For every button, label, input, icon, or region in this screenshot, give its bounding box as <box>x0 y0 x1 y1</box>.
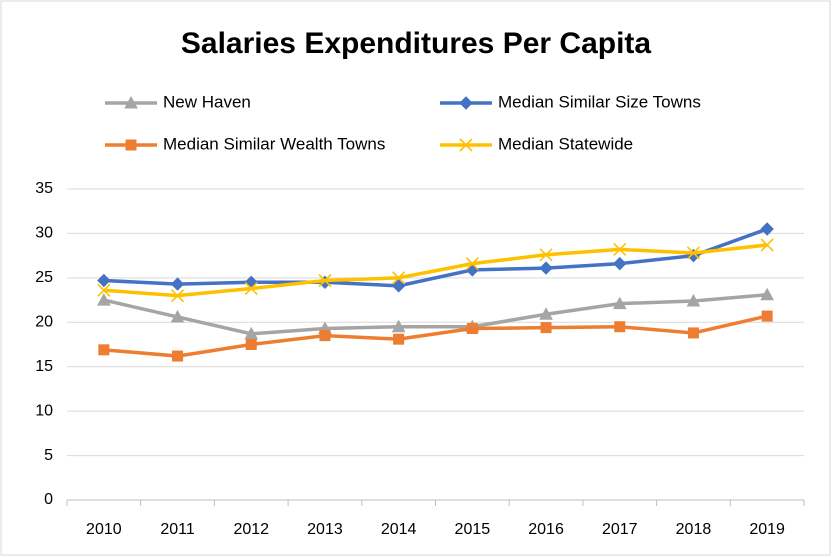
marker <box>613 256 627 271</box>
x-tick-label: 2014 <box>381 521 417 538</box>
chart-title: Salaries Expenditures Per Capita <box>181 27 652 60</box>
marker <box>172 350 184 362</box>
marker <box>391 279 406 293</box>
marker <box>686 293 701 307</box>
marker <box>459 138 473 152</box>
marker <box>613 242 627 256</box>
marker <box>760 287 774 301</box>
marker <box>760 238 774 252</box>
series-line <box>103 314 768 358</box>
x-tick-label: 2016 <box>528 521 564 538</box>
x-tick-label: 2015 <box>455 521 491 538</box>
marker <box>392 271 406 285</box>
x-tick-label: 2017 <box>602 521 638 538</box>
marker <box>391 319 406 333</box>
y-tick-label: 30 <box>35 225 53 242</box>
marker <box>540 322 552 334</box>
marker <box>459 96 473 110</box>
marker <box>318 273 332 288</box>
series-line <box>103 243 768 298</box>
y-tick-label: 15 <box>35 358 53 375</box>
marker <box>686 246 701 260</box>
marker <box>98 344 110 356</box>
x-tick-label: 2011 <box>160 521 195 538</box>
marker <box>761 310 773 322</box>
x-tick-label: 2013 <box>307 521 343 538</box>
marker <box>319 330 331 342</box>
marker <box>612 296 627 310</box>
marker <box>244 281 258 296</box>
y-tick-label: 0 <box>44 491 53 508</box>
marker <box>539 248 553 262</box>
y-tick-label: 5 <box>44 447 53 464</box>
legend-label: Median Similar Size Towns <box>498 92 701 111</box>
marker <box>245 339 257 350</box>
marker <box>539 261 553 275</box>
marker <box>170 309 185 323</box>
marker <box>97 273 111 288</box>
marker <box>170 277 185 291</box>
marker <box>614 321 626 333</box>
y-tick-label: 35 <box>35 180 53 197</box>
marker <box>170 289 185 303</box>
legend-label: Median Statewide <box>498 134 633 153</box>
series-line <box>103 292 768 336</box>
series-line <box>103 227 768 288</box>
marker <box>97 283 111 297</box>
marker <box>393 333 405 345</box>
marker <box>466 323 478 335</box>
marker <box>760 222 774 236</box>
y-tick-label: 25 <box>35 269 53 286</box>
x-tick-label: 2018 <box>676 521 712 538</box>
marker <box>124 95 138 109</box>
x-tick-label: 2019 <box>749 521 785 538</box>
y-tick-label: 10 <box>35 402 53 419</box>
marker <box>539 307 553 320</box>
marker <box>125 139 137 151</box>
legend-label: New Haven <box>163 92 251 111</box>
y-tick-label: 20 <box>35 314 53 331</box>
marker <box>244 326 259 340</box>
x-tick-label: 2010 <box>86 521 122 538</box>
marker <box>97 293 111 306</box>
marker <box>687 327 699 339</box>
marker <box>465 257 479 271</box>
x-tick-label: 2012 <box>233 521 269 538</box>
legend-label: Median Similar Wealth Towns <box>163 134 385 153</box>
